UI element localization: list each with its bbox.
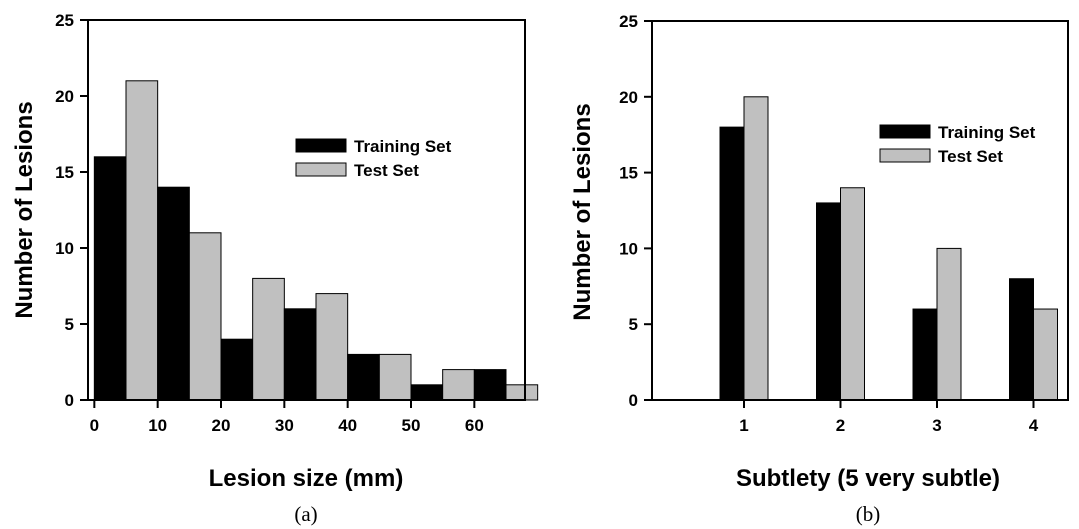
y-tick-label: 5 (65, 315, 74, 334)
bar (93, 156, 127, 401)
legend-label: Test Set (938, 147, 1003, 166)
x-tick-label: 1 (739, 416, 748, 435)
legend-label: Test Set (354, 161, 419, 180)
legend-swatch (879, 124, 931, 139)
y-tick-label: 10 (55, 239, 74, 258)
bar (719, 126, 745, 401)
y-axis-label-b: Number of Lesions (569, 103, 596, 320)
bar (840, 187, 865, 401)
x-tick-label: 10 (148, 416, 167, 435)
bar (1009, 278, 1034, 401)
bar (912, 308, 938, 401)
x-axis-b: 12345 (739, 400, 1039, 435)
legend-b: Training Set Test Set (879, 123, 1036, 166)
bar (188, 232, 222, 401)
x-tick-label: 0 (90, 416, 99, 435)
y-tick-label: 5 (629, 315, 638, 334)
bar (125, 80, 159, 401)
bar (1033, 308, 1058, 401)
x-tick-label: 2 (836, 416, 845, 435)
bar (283, 308, 317, 401)
bars-b (719, 96, 1058, 401)
y-tick-label: 25 (55, 11, 74, 30)
y-tick-label: 0 (65, 391, 74, 410)
y-tick-label: 15 (619, 164, 638, 183)
chart-panel-b: 0 5 10 15 20 25 1 2 3 4 5 Training Set Test Set Su… (569, 12, 1069, 526)
bars-a (93, 80, 539, 401)
bar (315, 293, 349, 401)
bar (410, 384, 444, 401)
y-tick-label: 20 (55, 87, 74, 106)
x-tick-label: 60 (465, 416, 484, 435)
legend-label: Training Set (938, 123, 1036, 142)
x-axis-label-b: Subtlety (5 very subtle) (736, 465, 1000, 492)
y-axis-a: 0 5 10 15 20 25 (55, 11, 88, 410)
caption-a: (a) (294, 502, 317, 526)
bar (442, 369, 475, 401)
bar (378, 353, 412, 401)
plot-frame-a (87, 19, 526, 401)
legend-label: Training Set (354, 137, 452, 156)
bar (743, 96, 769, 401)
y-tick-label: 15 (55, 163, 74, 182)
caption-b: (b) (856, 502, 881, 526)
bar (252, 277, 285, 401)
x-tick-label: 50 (402, 416, 421, 435)
y-tick-label: 0 (629, 391, 638, 410)
legend-swatch (295, 162, 347, 177)
x-tick-label: 3 (932, 416, 941, 435)
y-axis-b: 0 5 10 15 20 25 (619, 12, 652, 410)
x-axis-label-a: Lesion size (mm) (209, 465, 404, 492)
y-tick-label: 10 (619, 239, 638, 258)
legend-swatch (879, 148, 931, 163)
x-tick-label: 20 (212, 416, 231, 435)
legend-a: Training Set Test Set (295, 137, 452, 180)
chart-panel-a: 0 5 10 15 20 25 0 10 20 30 40 50 60 Training Set Tes… (11, 11, 539, 526)
bar (473, 369, 507, 401)
x-tick-label: 4 (1029, 416, 1039, 435)
bar (157, 186, 190, 401)
y-tick-label: 25 (619, 12, 638, 31)
x-axis-a: 0 10 20 30 40 50 60 (90, 400, 484, 435)
bar (936, 247, 962, 401)
x-tick-label: 30 (275, 416, 294, 435)
x-tick-label: 40 (338, 416, 357, 435)
y-axis-label-a: Number of Lesions (11, 101, 38, 318)
plot-frame-b (651, 20, 1069, 401)
bar (220, 338, 254, 401)
bar (505, 384, 539, 401)
bar (816, 202, 841, 401)
legend-swatch (295, 138, 347, 153)
y-tick-label: 20 (619, 88, 638, 107)
bar (347, 353, 380, 401)
